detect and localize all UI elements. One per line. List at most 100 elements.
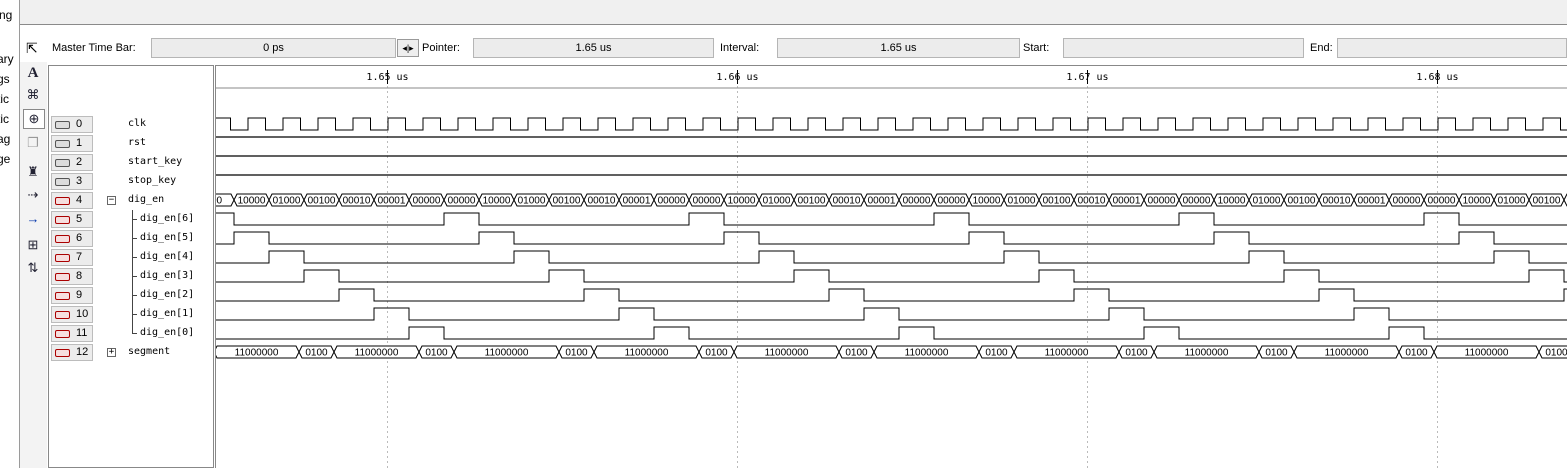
master-time-bar-field[interactable]: 0 ps: [151, 38, 396, 58]
replace-icon[interactable]: ⇢: [27, 187, 39, 202]
signal-row[interactable]: 5 dig_en[6]: [49, 210, 215, 229]
next-transition-icon[interactable]: →: [26, 211, 40, 226]
signal-index-cell[interactable]: 6: [51, 230, 93, 247]
bus-value-label: 01000: [1498, 196, 1526, 207]
signal-index: 8: [76, 270, 83, 282]
output-pin-icon: [55, 311, 70, 319]
time-bar-toolbar: Master Time Bar: 0 ps ◂|▸ Pointer: 1.65 …: [20, 36, 1567, 60]
bus-value-label: 00100: [308, 196, 336, 207]
input-pin-icon: [55, 121, 70, 129]
bus-value-label: 00010: [833, 196, 861, 207]
signal-index: 3: [76, 175, 83, 187]
bus-value-label: 11000000: [355, 348, 399, 359]
left-panel-fragment: ng: [0, 8, 13, 22]
find-icon[interactable]: ♜: [27, 164, 39, 179]
output-pin-icon: [55, 273, 70, 281]
expand-icon[interactable]: +: [107, 347, 116, 357]
bus-value-label: 01000: [273, 196, 301, 207]
bus-value-label: 0100: [1545, 348, 1567, 359]
copy-icon[interactable]: ❐: [27, 135, 39, 150]
zoom-icon[interactable]: ⊕: [23, 109, 45, 129]
signal-row[interactable]: 6 dig_en[5]: [49, 229, 215, 248]
bus-value-label: 00001: [1113, 196, 1141, 207]
sort-icon[interactable]: ⇅: [27, 260, 39, 275]
dig-en-bit-waveform: [216, 307, 1567, 321]
bus-value-label: 11000000: [1045, 348, 1089, 359]
bus-value-label: 0100: [1405, 348, 1428, 359]
signal-row[interactable]: 2 start_key: [49, 153, 215, 172]
signal-index-cell[interactable]: 1: [51, 135, 93, 152]
signal-row[interactable]: 3 stop_key: [49, 172, 215, 191]
bus-value-label: 00000: [1428, 196, 1456, 207]
bus-value-label: 00: [216, 196, 222, 207]
group-icon[interactable]: ⊞: [27, 237, 39, 252]
signal-index-cell[interactable]: 11: [51, 325, 93, 342]
signal-index-cell[interactable]: 4: [51, 192, 93, 209]
signal-index-cell[interactable]: 5: [51, 211, 93, 228]
bus-value-label: 0100: [305, 348, 328, 359]
interval-field[interactable]: 1.65 us: [777, 38, 1020, 58]
input-pin-icon: [55, 140, 70, 148]
signal-row[interactable]: 7 dig_en[4]: [49, 248, 215, 267]
tree-connector: [132, 267, 138, 286]
bus-value-label: 0100: [1265, 348, 1288, 359]
left-panel-fragment: tic: [0, 92, 9, 106]
signal-name: dig_en[6]: [140, 213, 195, 224]
left-panel-fragment: ge: [0, 152, 11, 166]
start-field[interactable]: [1063, 38, 1304, 58]
end-field[interactable]: [1337, 38, 1567, 58]
signal-row[interactable]: 11 dig_en[0]: [49, 324, 215, 343]
signal-name: stop_key: [128, 175, 177, 186]
signal-name: dig_en[3]: [140, 270, 195, 281]
signal-name: clk: [128, 118, 147, 129]
signal-index-cell[interactable]: 7: [51, 249, 93, 266]
bus-value-label: 00000: [413, 196, 441, 207]
text-tool-icon[interactable]: A: [27, 65, 39, 81]
signal-name: dig_en[4]: [140, 251, 195, 262]
signal-name: dig_en[5]: [140, 232, 195, 243]
time-bar-nav-arrows[interactable]: ◂|▸: [397, 39, 419, 57]
signal-index: 1: [76, 137, 83, 149]
signal-index: 12: [76, 346, 89, 358]
bus-value-label: 01000: [518, 196, 546, 207]
time-label: 1.65 us: [366, 72, 408, 83]
tree-connector: [132, 248, 138, 267]
waveform-panel[interactable]: 1.65 us1.66 us1.67 us1.68 us001000001000…: [215, 65, 1567, 468]
signal-index-cell[interactable]: 12: [51, 344, 93, 361]
signal-row[interactable]: 9 dig_en[2]: [49, 286, 215, 305]
output-pin-icon: [55, 197, 70, 205]
signal-row[interactable]: 12 + segment: [49, 343, 215, 362]
signal-index-cell[interactable]: 9: [51, 287, 93, 304]
collapse-icon[interactable]: −: [107, 195, 116, 205]
output-pin-icon: [55, 254, 70, 262]
signal-index: 11: [76, 327, 88, 339]
waveform-canvas[interactable]: 1.65 us1.66 us1.67 us1.68 us001000001000…: [216, 66, 1567, 468]
signal-index-cell[interactable]: 0: [51, 116, 93, 133]
signal-row[interactable]: 10 dig_en[1]: [49, 305, 215, 324]
signal-name: rst: [128, 137, 147, 148]
signal-index-cell[interactable]: 2: [51, 154, 93, 171]
signal-index-cell[interactable]: 3: [51, 173, 93, 190]
bus-value-label: 00000: [1393, 196, 1421, 207]
pointer-field[interactable]: 1.65 us: [473, 38, 714, 58]
waveform-edit-icon[interactable]: ⌘: [26, 87, 40, 102]
bus-value-label: 00100: [798, 196, 826, 207]
selection-pointer-icon[interactable]: ⇱: [26, 40, 38, 56]
bus-value-label: 11000000: [1325, 348, 1369, 359]
dig-en-bit-waveform: [216, 326, 1567, 340]
signal-index: 4: [76, 194, 83, 206]
bus-value-label: 00001: [1358, 196, 1386, 207]
signal-name: start_key: [128, 156, 183, 167]
signal-row[interactable]: 4 − dig_en: [49, 191, 215, 210]
signal-row[interactable]: 0 clk: [49, 115, 215, 134]
bus-value-label: 0100: [425, 348, 448, 359]
signal-row[interactable]: 1 rst: [49, 134, 215, 153]
signal-index-cell[interactable]: 10: [51, 306, 93, 323]
bus-value-label: 10000: [238, 196, 266, 207]
bus-value-label: 10000: [1218, 196, 1246, 207]
time-label: 1.68 us: [1416, 72, 1458, 83]
output-pin-icon: [55, 330, 70, 338]
bus-value-label: 11000000: [625, 348, 669, 359]
signal-row[interactable]: 8 dig_en[3]: [49, 267, 215, 286]
signal-index-cell[interactable]: 8: [51, 268, 93, 285]
